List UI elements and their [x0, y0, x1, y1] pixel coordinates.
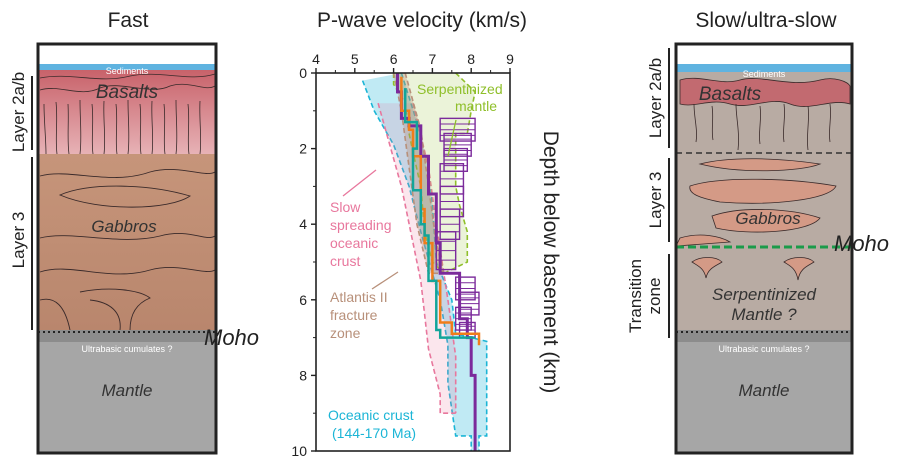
pointer-atlantis [371, 271, 399, 290]
fast-layer3-label: Layer 3 [9, 212, 28, 269]
slow-frame-border [674, 42, 854, 455]
slow-basalt-lobes [679, 77, 851, 107]
slow-moho-label: Moho [834, 231, 889, 256]
slow-gabbro-lenses [675, 158, 837, 247]
fast-frame-border [36, 42, 218, 455]
annotation-slow-2: spreading [330, 217, 392, 233]
slow-transition-label-2: zone [645, 278, 664, 315]
slow-serpentinized-label: Serpentinized [712, 285, 817, 304]
annotation-serpentinized-2: mantle [455, 98, 497, 114]
velocity-chart: P-wave velocity (km/s) 4 5 6 7 8 9 0 2 4 6 8 10 Dep… [291, 9, 562, 458]
slow-layer3-label: Layer 3 [646, 172, 665, 229]
slow-basalts-label: Basalts [699, 84, 762, 105]
chart-axes: 4 5 6 7 8 9 0 2 4 6 8 10 [291, 51, 514, 458]
fast-mantle-layer [38, 342, 216, 453]
y-tick-label-3: 6 [299, 292, 307, 308]
velocity-box-0 [439, 117, 476, 142]
fast-gabbro-texture [39, 169, 216, 331]
slow-spreading-envelope-left-edge [377, 102, 456, 414]
slow-transition-label-1: Transition [626, 259, 645, 333]
annotation-atlantis-1: Atlantis II [330, 289, 388, 305]
y-tick-label-1: 2 [299, 141, 307, 157]
annotation-oceanic-1: Oceanic crust [328, 407, 414, 423]
fast-moho-label: Moho [204, 325, 259, 350]
profile-teal-line [403, 88, 476, 339]
velocity-box-8 [458, 291, 480, 316]
annotation-slow-1: Slow [330, 199, 361, 215]
x-tick-label-0: 4 [312, 51, 320, 67]
fast-ultrabasic-band [38, 330, 216, 342]
y-tick-label-4: 8 [299, 367, 307, 383]
slow-ultrabasic-label: Ultrabasic cumulates ? [718, 344, 809, 354]
annotation-slow-3: oceanic [330, 235, 378, 251]
annotation-atlantis-2: fracture [330, 307, 378, 323]
y-tick-label-2: 4 [299, 216, 307, 232]
annotation-oceanic-2: (144-170 Ma) [332, 425, 416, 441]
chart-plot-area [361, 72, 488, 451]
slow-crust-section: Slow/ultra-slow [626, 9, 889, 455]
x-tick-label-1: 5 [351, 51, 359, 67]
slow-transition-lenses [691, 257, 815, 281]
x-tick-label-3: 7 [429, 51, 437, 67]
slow-mantle-layer [676, 342, 852, 453]
slow-dike-texture [693, 103, 831, 151]
y-tick-label-0: 0 [299, 65, 307, 81]
fast-gabbros-label: Gabbros [91, 217, 157, 236]
slow-spreading-envelope-fill [378, 103, 456, 414]
x-tick-label-2: 6 [390, 51, 398, 67]
fast-title: Fast [108, 9, 149, 32]
slow-spreading-envelope-right-edge [412, 103, 457, 414]
fast-basalt-layer [38, 70, 216, 154]
chart-ylabel: Depth below basement (km) [539, 131, 562, 394]
annotation-slow-4: crust [330, 253, 360, 269]
x-tick-label-5: 9 [506, 51, 514, 67]
slow-title: Slow/ultra-slow [695, 9, 837, 32]
fast-sediment-band [38, 64, 216, 70]
fast-mantle-label: Mantle [101, 381, 152, 400]
fast-sediments-label: Sediments [106, 66, 149, 76]
annotation-atlantis-3: zone [330, 325, 361, 341]
fast-ultrabasic-label: Ultrabasic cumulates ? [81, 344, 172, 354]
x-tick-label-4: 8 [467, 51, 475, 67]
pointer-serpentinized [447, 119, 457, 157]
y-tick-label-5: 10 [291, 443, 307, 458]
slow-layer2-label: Layer 2a/b [646, 58, 665, 138]
pointer-slow [342, 169, 377, 197]
slow-gabbros-label: Gabbros [735, 209, 801, 228]
fast-gabbro-layer [38, 154, 216, 330]
annotation-serpentinized-1: Serpentinized [417, 81, 503, 97]
slow-sediments-label: Sediments [743, 69, 786, 79]
slow-sediment-band [676, 64, 852, 72]
fast-crust-section: Fast [9, 9, 259, 455]
chart-title: P-wave velocity (km/s) [317, 9, 527, 32]
fast-dike-texture [39, 73, 216, 155]
slow-mantle-label: Mantle [738, 381, 789, 400]
fast-basalts-label: Basalts [96, 82, 159, 103]
slow-mantle-question-label: Mantle ? [731, 305, 797, 324]
fast-layer2-label: Layer 2a/b [9, 72, 28, 152]
